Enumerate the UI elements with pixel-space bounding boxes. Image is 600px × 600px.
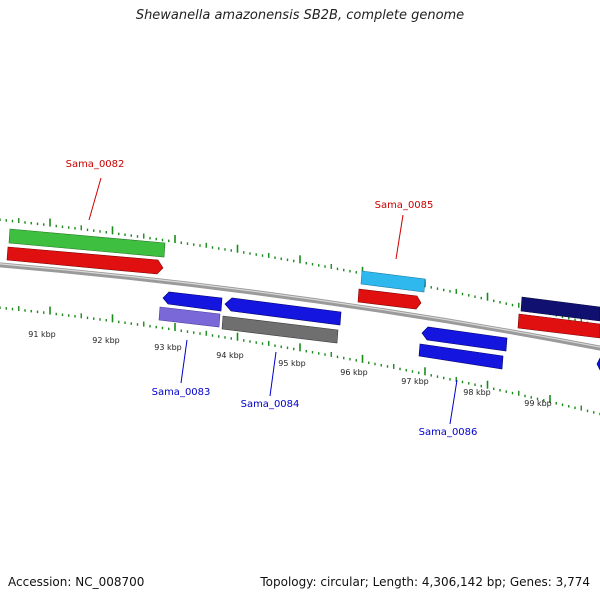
map-title: Shewanella amazonensis SB2B, complete ge… [135, 8, 465, 23]
tick-label-93: 93 kbp [154, 343, 182, 352]
accession-text: Accession: NC_008700 [8, 575, 145, 589]
leader-sama-0086 [449, 379, 458, 425]
gene-label-sama-0084[interactable]: Sama_0084 [241, 399, 300, 410]
gene-sama-0084[interactable] [224, 297, 342, 326]
tick-label-91: 91 kbp [28, 330, 56, 339]
tick-label-92: 92 kbp [92, 336, 120, 345]
tick-label-94: 94 kbp [216, 351, 244, 360]
tick-label-99: 99 kbp [524, 399, 552, 408]
gene-reverse-partial[interactable] [596, 357, 600, 371]
leader-sama-0084 [269, 351, 277, 397]
genome-summary-text: Topology: circular; Length: 4,306,142 bp… [260, 575, 590, 589]
cog-bar-green [8, 228, 166, 258]
kbp-tick-labels: 91 kbp 92 kbp 93 kbp 94 kbp 95 kbp 96 kb… [28, 330, 552, 408]
gene-sama-0086[interactable] [418, 343, 504, 370]
tick-label-98: 98 kbp [463, 388, 491, 397]
gene-reverse-mid[interactable] [421, 326, 508, 352]
leader-sama-0085 [395, 214, 404, 260]
gene-label-sama-0085[interactable]: Sama_0085 [375, 200, 434, 211]
tick-label-95: 95 kbp [278, 359, 306, 368]
leader-sama-0083 [180, 339, 188, 384]
genome-backbone-highlight [0, 263, 600, 348]
leader-sama-0082 [88, 177, 102, 221]
gene-sama-0085[interactable] [357, 288, 422, 310]
gene-forward-partial[interactable] [517, 313, 600, 339]
gene-sama-0082[interactable] [6, 246, 164, 275]
cog-bar-violet [158, 306, 221, 328]
genome-backbone [0, 262, 600, 351]
cog-bar-cyan [360, 270, 426, 293]
lower-tick-track [0, 306, 600, 416]
tick-label-96: 96 kbp [340, 368, 368, 377]
cog-bar-gray [221, 315, 339, 344]
gene-label-sama-0082[interactable]: Sama_0082 [66, 159, 125, 170]
gene-label-sama-0086[interactable]: Sama_0086 [419, 427, 478, 438]
gene-label-sama-0083[interactable]: Sama_0083 [152, 387, 211, 398]
cog-bar-navy [520, 296, 600, 322]
tick-label-97: 97 kbp [401, 377, 429, 386]
gene-sama-0083[interactable] [162, 291, 223, 312]
